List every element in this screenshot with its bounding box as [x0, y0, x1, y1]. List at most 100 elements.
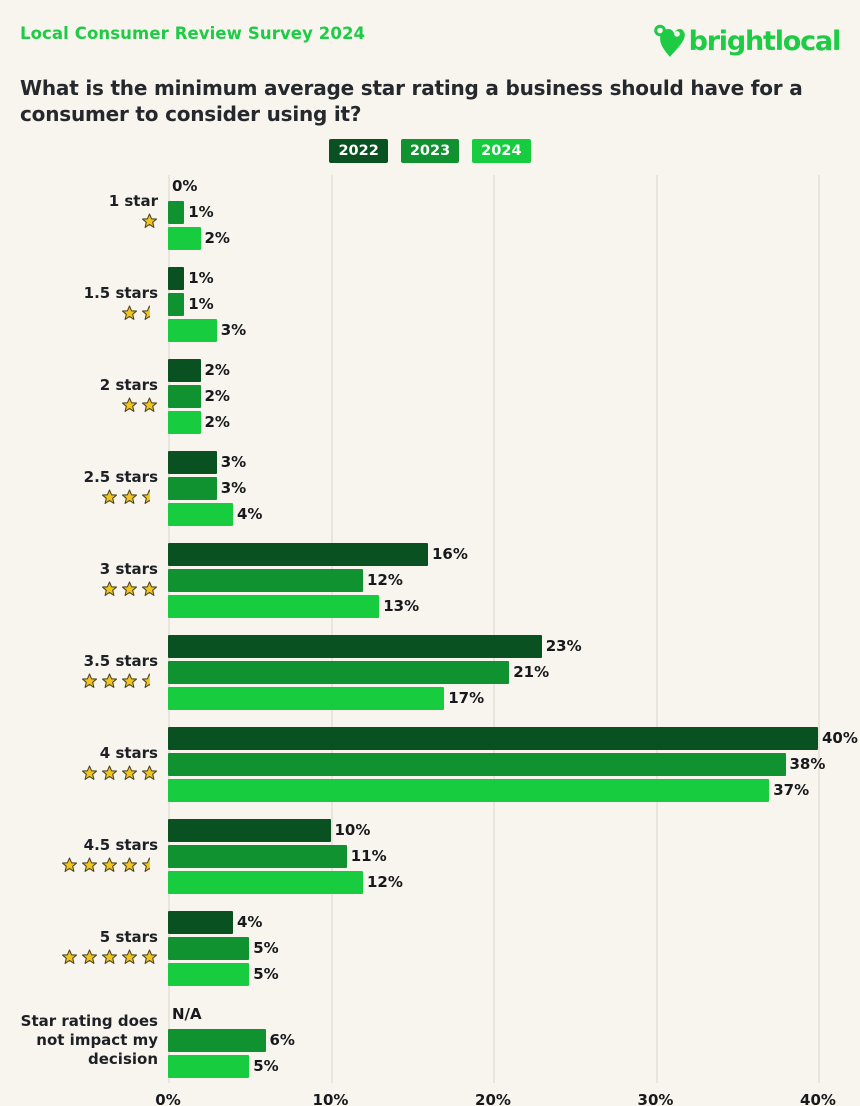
gridline-30%	[655, 174, 658, 1083]
category-bars: 1% 1% 3%	[168, 266, 860, 342]
category-row: Star rating does not impact my decision N…	[0, 1003, 860, 1078]
bar-value-label: 38%	[789, 755, 826, 774]
bar-2024	[168, 410, 201, 434]
bar-line-2024: 2%	[168, 226, 860, 250]
bar-value-label: 2%	[204, 387, 230, 406]
gridline-10%	[330, 174, 333, 1083]
bar-value-label: 11%	[350, 847, 387, 866]
category-label: 4 stars	[99, 743, 158, 762]
category-bars: 40% 38% 37%	[168, 726, 860, 802]
category-stars	[141, 213, 158, 233]
category-bars: 23% 21% 17%	[168, 634, 860, 710]
bar-line-2024: 5%	[168, 1054, 860, 1078]
bar-line-2022: 16%	[168, 542, 860, 566]
category-label-cell: 2.5 stars	[0, 451, 168, 526]
category-label: 2.5 stars	[83, 467, 158, 486]
bar-line-2023: 5%	[168, 936, 860, 960]
bar-value-label: 10%	[334, 821, 371, 840]
star-icon	[101, 581, 118, 601]
bar-line-2022: N/A	[168, 1003, 860, 1026]
star-icon	[121, 857, 138, 877]
bar-2023	[168, 844, 347, 868]
bar-value-label: 5%	[253, 939, 279, 958]
star-icon	[141, 581, 158, 601]
category-bars: 2% 2% 2%	[168, 358, 860, 434]
bar-line-2023: 1%	[168, 200, 860, 224]
star-icon	[61, 949, 78, 969]
category-stars	[81, 765, 158, 785]
bar-value-label: 21%	[513, 663, 550, 682]
star-icon	[121, 581, 138, 601]
category-label: 1 star	[108, 191, 158, 210]
bar-2023	[168, 200, 185, 224]
x-axis-tick-40%: 40%	[800, 1090, 836, 1106]
bar-2024	[168, 226, 201, 250]
x-axis-tick-10%: 10%	[312, 1090, 349, 1106]
category-label-cell: 5 stars	[0, 911, 168, 986]
category-stars	[101, 581, 158, 601]
bar-value-label: 1%	[188, 203, 214, 222]
bar-line-2022: 2%	[168, 358, 860, 382]
bar-value-label: 2%	[204, 413, 230, 432]
bar-line-2024: 5%	[168, 962, 860, 986]
category-row: 2.5 stars 3% 3% 4%	[0, 450, 860, 526]
header: Local Consumer Review Survey 2024 bright…	[0, 0, 860, 128]
bar-value-label: 5%	[253, 1057, 279, 1076]
category-bars: 3% 3% 4%	[168, 450, 860, 526]
bar-2022	[168, 358, 201, 382]
category-label: 1.5 stars	[83, 283, 158, 302]
bar-line-2024: 12%	[168, 870, 860, 894]
category-bars: 4% 5% 5%	[168, 910, 860, 986]
star-icon	[101, 949, 118, 969]
category-row: 2 stars 2% 2% 2%	[0, 358, 860, 434]
bar-line-2022: 1%	[168, 266, 860, 290]
legend-item-2024: 2024	[472, 138, 531, 163]
star-icon	[121, 489, 138, 509]
bar-value-label: 6%	[269, 1031, 295, 1050]
gridline-20%	[493, 174, 495, 1083]
star-icon	[121, 397, 138, 417]
bar-value-label: 37%	[773, 781, 810, 800]
star-icon	[121, 949, 138, 969]
bar-2024	[168, 870, 363, 894]
category-row: 1 star 0% 1% 2%	[0, 175, 860, 250]
bar-2024	[168, 502, 233, 526]
star-half-icon	[141, 489, 158, 509]
category-stars	[81, 673, 158, 693]
bar-value-label: 1%	[188, 269, 214, 288]
star-icon	[141, 949, 158, 969]
star-icon	[101, 857, 118, 877]
bar-value-label: 2%	[204, 361, 230, 380]
category-row: 3.5 stars 23% 21% 17%	[0, 634, 860, 710]
bar-2023	[168, 476, 217, 500]
bar-2023	[168, 660, 510, 684]
brightlocal-logo: brightlocal	[653, 20, 842, 62]
bar-line-2022: 10%	[168, 818, 860, 842]
bar-line-2022: 40%	[168, 726, 860, 750]
bar-value-label: 3%	[220, 453, 247, 472]
bar-line-2024: 13%	[168, 594, 860, 618]
gridline-0%	[168, 174, 170, 1083]
star-icon	[81, 949, 98, 969]
category-label-cell: Star rating does not impact my decision	[0, 1003, 168, 1078]
x-axis: 0% 10% 20% 30% 40%	[0, 1091, 860, 1106]
bar-value-label: 0%	[172, 177, 198, 196]
bar-2024	[168, 318, 217, 342]
category-bars: 16% 12% 13%	[168, 542, 860, 618]
category-stars	[61, 857, 158, 877]
star-icon	[101, 673, 118, 693]
category-bars: N/A 6% 5%	[168, 1003, 860, 1078]
category-stars	[101, 489, 158, 509]
bar-line-2022: 23%	[168, 634, 860, 658]
bar-value-label: 17%	[448, 689, 485, 708]
category-label-cell: 1 star	[0, 175, 168, 250]
star-icon	[121, 305, 138, 325]
star-half-icon	[141, 305, 158, 325]
category-row: 1.5 stars 1% 1% 3%	[0, 266, 860, 342]
category-label: 3.5 stars	[83, 651, 158, 670]
category-label-cell: 2 stars	[0, 359, 168, 434]
star-icon	[141, 397, 158, 417]
category-stars	[61, 949, 158, 969]
brightlocal-logo-text: brightlocal	[688, 25, 842, 57]
